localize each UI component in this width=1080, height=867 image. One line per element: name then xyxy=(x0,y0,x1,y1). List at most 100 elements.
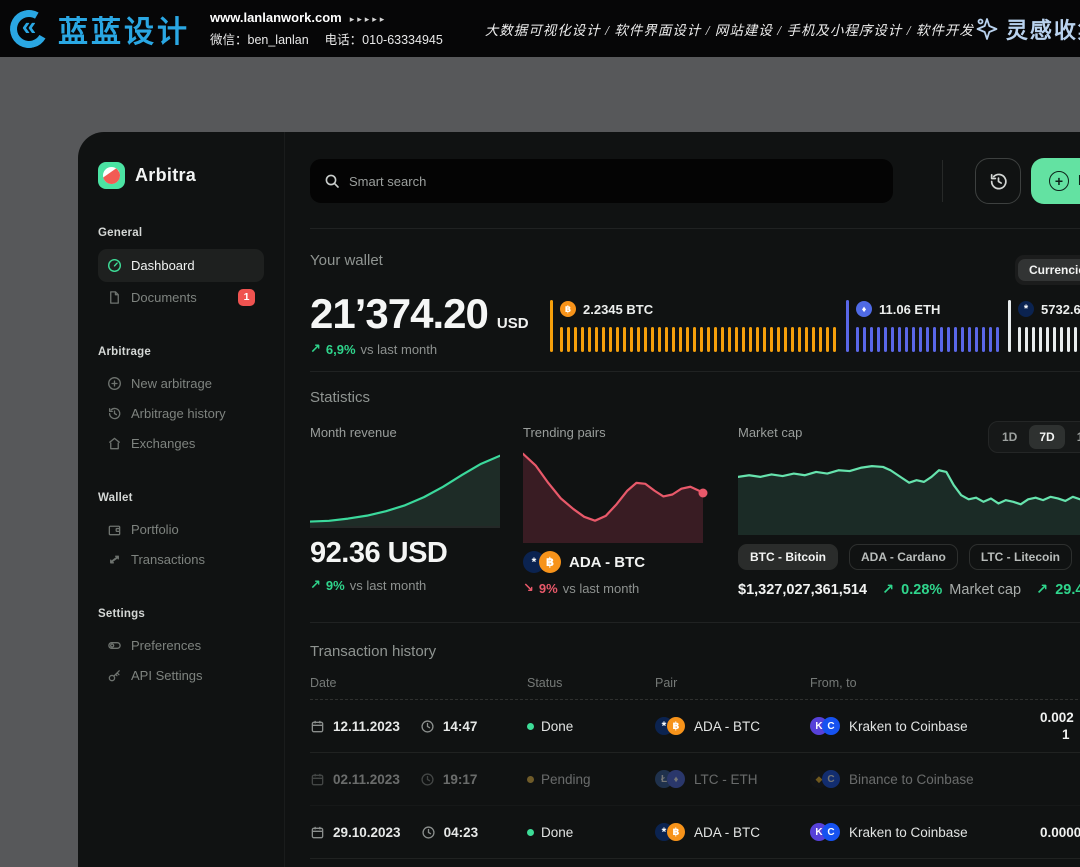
market-cap-label: Market cap xyxy=(738,425,803,440)
sidebar-item-transactions[interactable]: Transactions xyxy=(98,544,264,574)
table-row[interactable]: 02.11.2023 19:17 Pending Ł ♦ LTC - ETH ◆ C B… xyxy=(310,753,1080,806)
section-divider xyxy=(310,371,1080,372)
promo-wechat: 微信：ben_lanlan xyxy=(210,32,309,47)
sidebar-item-label: New arbitrage xyxy=(131,375,212,391)
coin-pill-ltc[interactable]: LTC - Litecoin xyxy=(968,544,1072,570)
status-dot xyxy=(527,828,534,836)
search-input[interactable] xyxy=(349,173,879,189)
up-arrow-icon: ↗ xyxy=(882,582,895,598)
clock-icon xyxy=(421,825,435,839)
search-icon xyxy=(325,174,339,188)
down-arrow-icon: ↘ xyxy=(523,580,534,595)
table-row[interactable]: 29.10.2023 04:23 Done * ฿ ADA - BTC K C Krak… xyxy=(310,806,1080,859)
market-cap-panel: Market cap 1D 7D 1M BTC - Bitcoin ADA - … xyxy=(738,421,1080,598)
nav-section-settings: Settings Preferences API Settings xyxy=(98,608,264,690)
trending-pairs-panel: Trending pairs * ฿ ADA - BTC ↘ 9% vs last… xyxy=(523,425,708,596)
ltc-icon: Ł xyxy=(655,770,673,788)
nav-section-label: General xyxy=(98,227,143,239)
up-arrow-icon: ↗ xyxy=(310,577,321,592)
tx-time: 04:23 xyxy=(443,824,479,840)
wallet-icon xyxy=(107,522,122,537)
sidebar: Arbitra General Dashboard Documents 1 Ar… xyxy=(78,132,285,867)
month-revenue-change: 9% xyxy=(325,577,345,593)
chart-end-dot xyxy=(698,488,708,498)
holding-eth: ♦ 11.06 ETH xyxy=(846,298,1008,352)
col-status: Status xyxy=(527,676,563,690)
sidebar-item-label: Preferences xyxy=(131,637,202,653)
tx-date: 02.11.2023 xyxy=(333,771,400,787)
tx-pair: * ฿ ADA - BTC xyxy=(655,823,810,841)
sidebar-item-new-arbitrage[interactable]: New arbitrage xyxy=(98,368,264,398)
sidebar-item-label: Portfolio xyxy=(131,521,179,537)
documents-count-badge: 1 xyxy=(238,288,255,306)
gauge-icon xyxy=(107,258,122,273)
calendar-icon xyxy=(311,720,324,732)
tx-date: 29.10.2023 xyxy=(333,824,401,840)
eth-amount: 11.06 ETH xyxy=(879,301,941,317)
promo-brand-name: 蓝蓝设计 xyxy=(58,15,190,49)
holdings-strip: ฿ 2.2345 BTC ♦ 11.06 ETH * 5732.61 ADA xyxy=(550,298,1080,352)
calendar-icon xyxy=(311,826,324,838)
btc-icon: ฿ xyxy=(667,823,685,841)
month-revenue-panel: Month revenue 92.36 USD ↗ 9% vs last mon… xyxy=(310,425,500,593)
tx-status: Done xyxy=(527,825,655,840)
wallet-balance: 21’374.20 xyxy=(310,290,489,337)
lanlan-logo-icon: « xyxy=(5,5,53,52)
section-divider xyxy=(310,622,1080,623)
nav-section-label: Wallet xyxy=(98,492,133,504)
wallet-section: Your wallet 21’374.20 USD ↗ 6,9% vs last… xyxy=(310,252,1080,362)
statistics-title: Statistics xyxy=(310,389,371,406)
app-name: Arbitra xyxy=(135,165,197,185)
col-pair: Pair xyxy=(655,676,678,690)
topbar: + New a xyxy=(310,158,1080,204)
coin-pill-btc[interactable]: BTC - Bitcoin xyxy=(738,544,838,570)
sidebar-item-exchanges[interactable]: Exchanges xyxy=(98,428,264,458)
wallet-title: Your wallet xyxy=(310,252,383,269)
wallet-currency: USD xyxy=(496,315,529,332)
volume-change: 29.40% xyxy=(1055,582,1080,598)
tx-amount: 0.0000 xyxy=(1040,824,1080,840)
ada-bars xyxy=(1018,327,1080,352)
sidebar-item-label: Transactions xyxy=(131,551,205,567)
coin-pill-ada[interactable]: ADA - Cardano xyxy=(849,544,958,570)
new-arbitrage-button[interactable]: + New a xyxy=(1031,158,1080,204)
bank-icon xyxy=(107,436,122,451)
range-1m[interactable]: 1M xyxy=(1067,425,1080,449)
sidebar-item-label: Arbitrage history xyxy=(131,405,226,421)
tx-time: 19:17 xyxy=(442,771,478,787)
wallet-change-note: vs last month xyxy=(360,341,438,357)
range-1d[interactable]: 1D xyxy=(1002,430,1018,444)
transaction-history-title: Transaction history xyxy=(310,643,437,660)
toggle-currencies[interactable]: Currencies xyxy=(1018,259,1080,281)
sidebar-item-dashboard[interactable]: Dashboard xyxy=(98,249,264,282)
search-bar[interactable] xyxy=(310,159,893,203)
btc-icon: ฿ xyxy=(667,717,685,735)
key-icon xyxy=(107,668,122,683)
plus-circle-icon xyxy=(107,376,122,391)
app-logo-row: Arbitra xyxy=(98,162,264,189)
sidebar-item-portfolio[interactable]: Portfolio xyxy=(98,514,264,544)
table-row[interactable]: 12.11.2023 14:47 Done * ฿ ADA - BTC K C Krak… xyxy=(310,700,1080,753)
toggle-icon xyxy=(107,638,122,653)
nav-section-general: General Dashboard Documents 1 xyxy=(98,227,264,312)
document-icon xyxy=(107,290,122,305)
status-dot xyxy=(527,722,534,730)
history-icon xyxy=(107,406,122,421)
range-7d[interactable]: 7D xyxy=(1029,425,1065,449)
nav-section-arbitrage: Arbitrage New arbitrage Arbitrage histor… xyxy=(98,346,264,458)
sidebar-item-api-settings[interactable]: API Settings xyxy=(98,660,264,690)
status-dot xyxy=(527,775,534,783)
sidebar-item-label: API Settings xyxy=(131,667,203,683)
topbar-divider xyxy=(942,160,943,202)
timeframe-selector: 1D 7D 1M xyxy=(988,421,1080,453)
wallet-view-toggle: Currencies E xyxy=(1015,255,1080,285)
promo-website-link[interactable]: www.lanlanwork.com xyxy=(210,9,342,25)
sidebar-item-documents[interactable]: Documents 1 xyxy=(98,282,264,312)
history-button[interactable] xyxy=(975,158,1021,204)
eth-bars xyxy=(856,327,1001,352)
sidebar-item-preferences[interactable]: Preferences xyxy=(98,630,264,660)
sidebar-item-arbitrage-history[interactable]: Arbitrage history xyxy=(98,398,264,428)
section-divider xyxy=(310,228,1080,229)
ada-icon: * xyxy=(1018,301,1034,317)
